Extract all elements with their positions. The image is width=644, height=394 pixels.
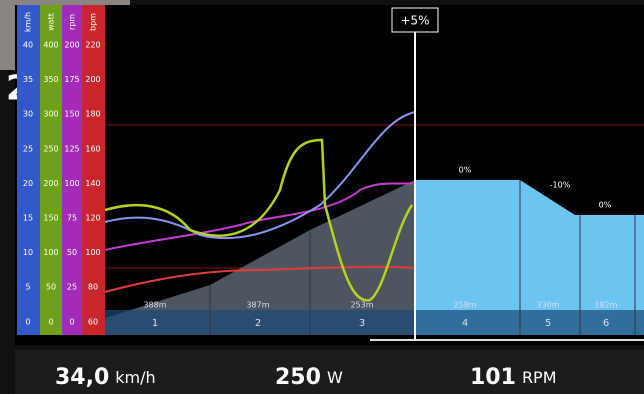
- axis-tick-label: 120: [85, 214, 100, 223]
- readout-unit: km/h: [115, 368, 155, 387]
- axis-header: rpm: [68, 14, 77, 30]
- readout: 250 W: [275, 365, 343, 390]
- segment-distance: 182m: [594, 301, 617, 310]
- axis-header: bpm: [89, 13, 98, 31]
- axis-tick-label: 200: [43, 179, 58, 188]
- grade-label: 0%: [599, 201, 612, 210]
- readout: 101 RPM: [470, 365, 557, 390]
- grade-label: -10%: [550, 181, 571, 190]
- readout-unit: RPM: [522, 368, 557, 387]
- axis-tick-label: 40: [23, 41, 33, 50]
- readout-value: 34,0: [55, 365, 109, 390]
- axis-tick-label: 250: [43, 144, 58, 153]
- axis-tick-label: 15: [23, 214, 33, 223]
- axis-tick-label: 20: [23, 179, 33, 188]
- axis-tick-label: 300: [43, 110, 58, 119]
- axis-tick-label: 150: [64, 110, 79, 119]
- axis-tick-label: 10: [23, 248, 33, 257]
- readout-value: 101: [470, 365, 516, 390]
- segment-distance: 258m: [453, 301, 476, 310]
- axis-tick-label: 30: [23, 110, 33, 119]
- segment-number: 2: [255, 318, 261, 329]
- axis-tick-label: 5: [25, 283, 30, 292]
- segment-distance: 387m: [246, 301, 269, 310]
- axis-tick-label: 35: [23, 75, 33, 84]
- segment-number: 5: [545, 318, 551, 329]
- axis-tick-label: 200: [85, 75, 100, 84]
- axis-tick-label: 80: [88, 283, 98, 292]
- segment-distance: 330m: [536, 301, 559, 310]
- axis-tick-label: 25: [23, 144, 33, 153]
- axis-tick-label: 25: [67, 283, 77, 292]
- axis-tick-label: 0: [48, 317, 53, 326]
- axis-tick-label: 75: [67, 214, 77, 223]
- axis-tick-label: 160: [85, 144, 100, 153]
- axis-tick-label: 350: [43, 75, 58, 84]
- axis-tick-label: 0: [69, 317, 74, 326]
- grade-marker: +5%: [400, 14, 429, 28]
- axis-tick-label: 125: [64, 144, 79, 153]
- segment-distance: 253m: [350, 301, 373, 310]
- axis-tick-label: 100: [43, 248, 58, 257]
- screen: 2 +5% km/h4035302520151050watt4003503002…: [0, 0, 644, 394]
- axis-tick-label: 60: [88, 317, 98, 326]
- readout-value: 250: [275, 365, 321, 390]
- axis-tick-label: 200: [64, 41, 79, 50]
- segment-number: 4: [462, 318, 468, 329]
- segment-number: 6: [603, 318, 609, 329]
- segment-number: 1: [152, 318, 158, 329]
- segment-number: 3: [359, 318, 365, 329]
- axis-tick-label: 50: [46, 283, 56, 292]
- axis-header: watt: [47, 13, 56, 31]
- axis-tick-label: 180: [85, 110, 100, 119]
- axis-tick-label: 100: [64, 179, 79, 188]
- axis-tick-label: 100: [85, 248, 100, 257]
- axis-tick-label: 50: [67, 248, 77, 257]
- axis-tick-label: 150: [43, 214, 58, 223]
- grade-label: 0%: [459, 166, 472, 175]
- axis-tick-label: 220: [85, 41, 100, 50]
- axis-tick-label: 400: [43, 41, 58, 50]
- axis-header: km/h: [24, 12, 33, 32]
- readout: 34,0 km/h: [55, 365, 156, 390]
- axis-tick-label: 0: [25, 317, 30, 326]
- segment-distance: 388m: [143, 301, 166, 310]
- axis-tick-label: 140: [85, 179, 100, 188]
- segment-strip: [105, 310, 644, 335]
- readout-unit: W: [327, 368, 343, 387]
- axis-tick-label: 175: [64, 75, 79, 84]
